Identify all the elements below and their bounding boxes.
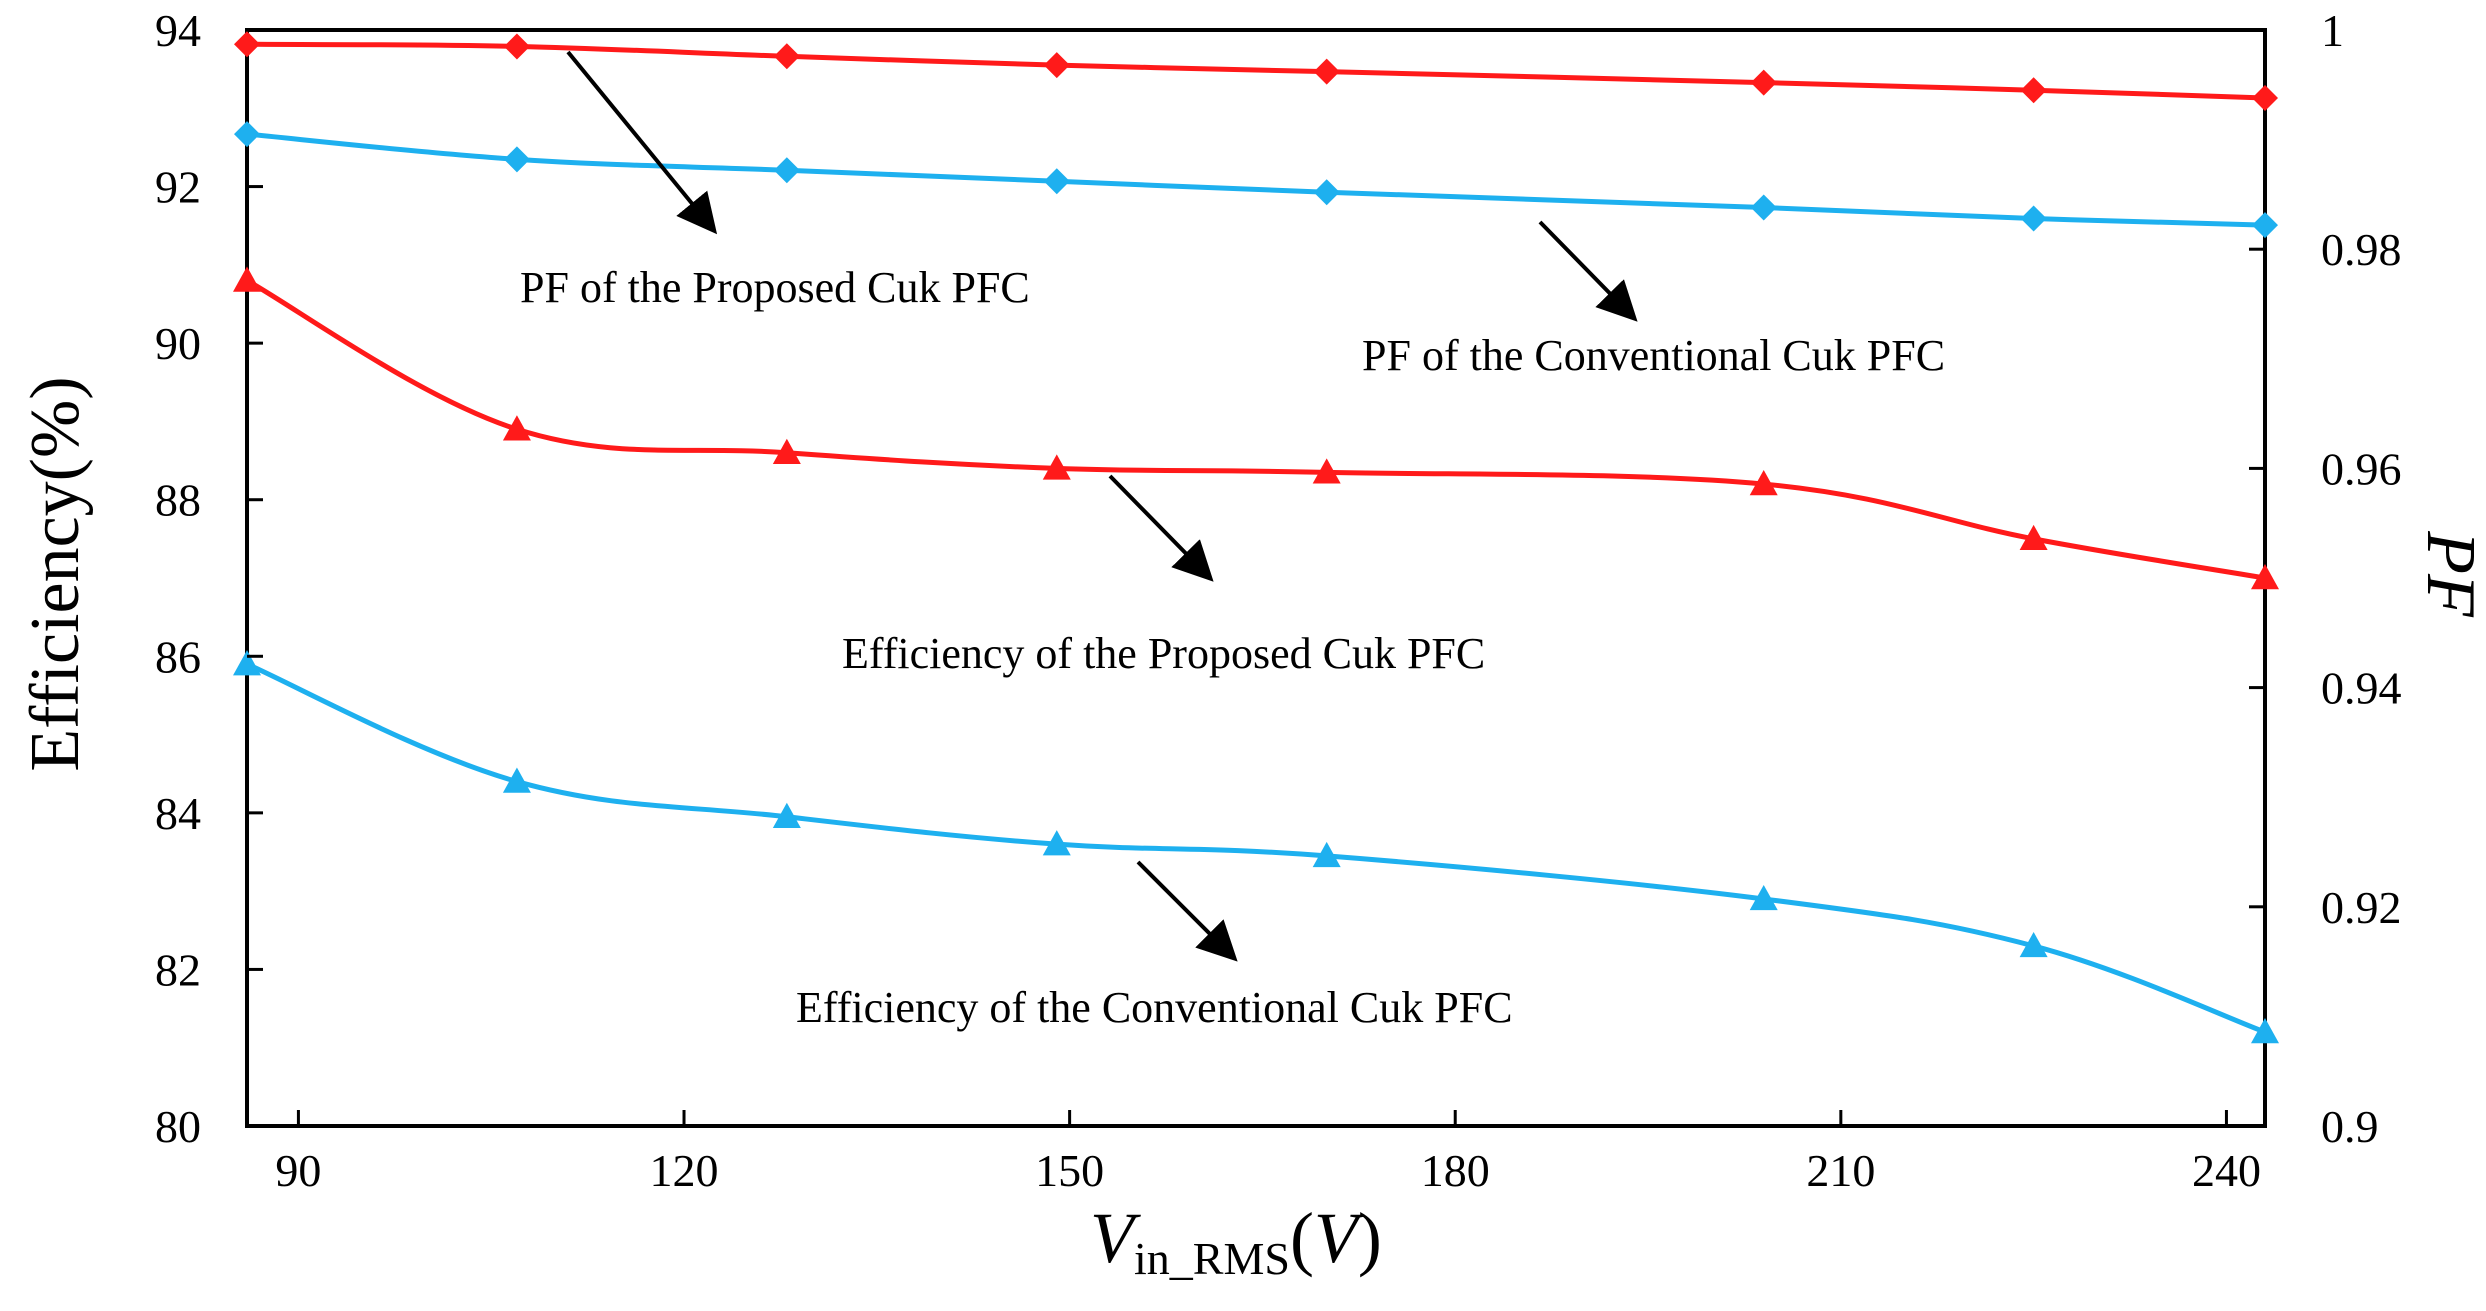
series-line bbox=[246, 131, 2266, 228]
data-point bbox=[233, 650, 261, 676]
x-axis-title-paren-close: ) bbox=[1358, 1198, 1382, 1278]
data-point bbox=[1313, 179, 1340, 206]
y-left-tick-label: 82 bbox=[155, 944, 201, 995]
arrow-pf-proposed bbox=[566, 50, 718, 235]
data-point bbox=[2251, 1018, 2279, 1044]
y-left-tick-label: 84 bbox=[155, 788, 201, 839]
y-left-tick-label: 90 bbox=[155, 318, 201, 369]
data-point bbox=[1043, 168, 1070, 195]
annotation-eff-proposed: Efficiency of the Proposed Cuk PFC bbox=[842, 629, 1485, 678]
x-tick-label: 180 bbox=[1421, 1145, 1490, 1196]
annotation-eff-conventional: Efficiency of the Conventional Cuk PFC bbox=[796, 983, 1513, 1032]
data-point bbox=[234, 121, 260, 148]
series-line bbox=[246, 661, 2266, 1035]
x-axis-title-main: V bbox=[1090, 1198, 1141, 1278]
y-right-tick-label: 0.9 bbox=[2321, 1101, 2379, 1152]
x-axis-title-paren-open: ( bbox=[1290, 1198, 1314, 1278]
annotation-arrows bbox=[566, 50, 1638, 962]
data-point bbox=[772, 438, 801, 464]
data-point bbox=[1312, 458, 1341, 484]
data-point bbox=[773, 157, 800, 184]
series-0 bbox=[234, 31, 2278, 111]
data-point bbox=[503, 146, 530, 173]
series-3 bbox=[233, 650, 2279, 1044]
y-left-tick-label: 86 bbox=[155, 631, 201, 682]
y-right-tick-label: 1 bbox=[2321, 5, 2344, 56]
data-point bbox=[1042, 830, 1071, 856]
x-tick-label: 240 bbox=[2192, 1145, 2261, 1196]
data-point bbox=[2020, 77, 2047, 104]
x-axis-title: Vin_RMS(V) bbox=[1090, 1198, 1382, 1284]
data-point bbox=[1043, 52, 1070, 79]
plot-frame bbox=[245, 28, 2267, 1128]
y-right-tick-label: 0.94 bbox=[2321, 663, 2402, 714]
y-left-tick-label: 80 bbox=[155, 1101, 201, 1152]
series-2 bbox=[233, 266, 2279, 590]
y-left-tick-label: 92 bbox=[155, 162, 201, 213]
x-tick-label: 150 bbox=[1035, 1145, 1104, 1196]
data-point bbox=[234, 31, 260, 58]
arrow-eff-conventional bbox=[1136, 860, 1238, 962]
y-right-tick-label: 0.96 bbox=[2321, 443, 2402, 494]
y-left-tick-label: 94 bbox=[155, 5, 201, 56]
data-point bbox=[2020, 205, 2047, 232]
data-point bbox=[1750, 194, 1777, 221]
data-point bbox=[502, 767, 531, 793]
data-point bbox=[503, 33, 530, 60]
series-1 bbox=[234, 121, 2278, 239]
y-left-tick-label: 88 bbox=[155, 475, 201, 526]
y-left-axis-title: Efficiency(%) bbox=[17, 376, 94, 771]
data-point bbox=[2252, 84, 2278, 111]
x-tick-label: 120 bbox=[650, 1145, 719, 1196]
data-point bbox=[502, 415, 531, 441]
data-point bbox=[2019, 524, 2048, 551]
x-tick-label: 90 bbox=[275, 1145, 321, 1196]
arrow-pf-conventional bbox=[1538, 220, 1638, 322]
y-right-tick-label: 0.98 bbox=[2321, 224, 2402, 275]
data-point bbox=[773, 43, 800, 70]
x-tick-label: 210 bbox=[1806, 1145, 1875, 1196]
y-right-axis-title: PF bbox=[2412, 530, 2486, 618]
annotation-pf-conventional: PF of the Conventional Cuk PFC bbox=[1362, 331, 1945, 380]
data-point bbox=[772, 802, 801, 828]
x-axis-title-unit: V bbox=[1314, 1198, 1365, 1278]
data-point bbox=[1749, 470, 1778, 496]
arrow-eff-proposed bbox=[1108, 474, 1214, 582]
data-point bbox=[1749, 884, 1778, 911]
data-point bbox=[2019, 931, 2048, 958]
data-point bbox=[1313, 58, 1340, 85]
data-point bbox=[2252, 212, 2278, 239]
data-point bbox=[1312, 841, 1341, 868]
data-point bbox=[2251, 564, 2279, 590]
data-point bbox=[233, 266, 261, 292]
series-line bbox=[245, 278, 2266, 581]
data-point bbox=[1750, 69, 1777, 96]
y-right-tick-label: 0.92 bbox=[2321, 882, 2402, 933]
data-point bbox=[1042, 454, 1071, 480]
annotation-pf-proposed: PF of the Proposed Cuk PFC bbox=[520, 263, 1030, 312]
series-line bbox=[246, 41, 2266, 101]
x-axis-title-subscript: in_RMS bbox=[1134, 1233, 1290, 1284]
